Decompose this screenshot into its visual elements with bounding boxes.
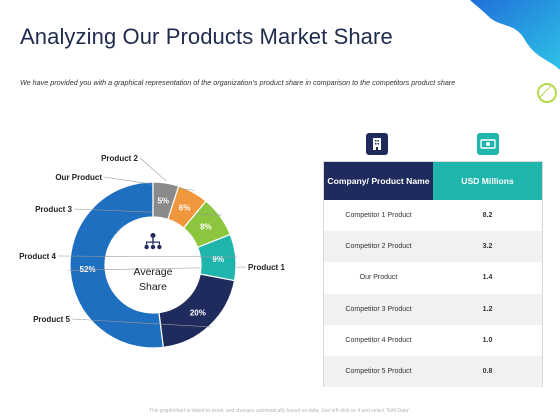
donut-center-label: Average Share: [113, 265, 193, 295]
donut-category-label: Product 1: [248, 263, 285, 272]
cell-product-name: Competitor 3 Product: [345, 305, 412, 313]
table-row: Competitor 5 Product 0.8: [324, 355, 542, 388]
header-usd-millions: USD Millions: [433, 162, 542, 200]
table-body: Competitor 1 Product 8.2 Competitor 2 Prod…: [324, 200, 542, 388]
cell-usd-value: 0.8: [482, 368, 493, 376]
donut-category-label: Product 4: [19, 252, 56, 261]
table-row: Competitor 1 Product 8.2: [324, 200, 542, 231]
donut-chart: 52% Product 1 20% Product 5 9% Product 4 8% Pro…: [19, 154, 285, 349]
donut-category-label: Product 2: [101, 154, 138, 163]
cell-product-name: Competitor 2 Product: [345, 243, 412, 251]
center-label-line-1: Average: [133, 266, 173, 278]
donut-category-label: Product 5: [33, 315, 70, 324]
money-icon: [477, 133, 499, 155]
center-label-line-2: Share: [138, 281, 168, 293]
footer-note: This graph/chart is linked to excel, and…: [148, 408, 412, 414]
page-subtitle: We have provided you with a graphical re…: [20, 78, 456, 87]
donut-category-label: Product 3: [35, 205, 72, 214]
cell-usd-value: 8.2: [482, 212, 493, 220]
cell-product-name: Competitor 5 Product: [345, 368, 412, 376]
donut-slice-product-1: [69, 181, 165, 349]
table-header: Company/ Product Name USD Millions: [324, 162, 542, 200]
cell-product-name: Our Product: [359, 274, 398, 282]
donut-value-label: 52%: [80, 265, 96, 274]
leader-line: [71, 318, 212, 328]
leader-line: [57, 255, 238, 258]
donut-category-label: Our Product: [55, 173, 102, 182]
header-company: Company/ Product Name: [324, 162, 433, 200]
cell-product-name: Competitor 1 Product: [345, 212, 412, 220]
leader-line: [103, 176, 194, 191]
market-share-table: Company/ Product Name USD Millions Compe…: [323, 161, 543, 388]
table-row: Competitor 3 Product 1.2: [324, 293, 542, 325]
building-icon: [366, 133, 388, 155]
cell-usd-value: 3.2: [482, 243, 493, 251]
donut-value-label: 8%: [200, 223, 212, 232]
table-row: Competitor 4 Product 1.0: [324, 325, 542, 356]
cell-product-name: Competitor 4 Product: [345, 336, 412, 344]
leader-line: [139, 157, 167, 182]
cell-usd-value: 1.2: [482, 305, 493, 313]
table-row: Our Product 1.4: [324, 262, 542, 293]
corner-decoration: [470, 0, 560, 70]
donut-value-label: 6%: [179, 204, 191, 213]
donut-slice-product-2: [152, 181, 180, 221]
donut-value-label: 9%: [212, 255, 224, 264]
cell-usd-value: 1.4: [482, 274, 493, 282]
donut-value-label: 5%: [157, 196, 169, 205]
donut-value-label: 20%: [190, 309, 206, 318]
ring-decoration: [537, 83, 557, 103]
page-title: Analyzing Our Products Market Share: [20, 24, 393, 49]
table-row: Competitor 2 Product 3.2: [324, 231, 542, 263]
hierarchy-icon: [144, 233, 162, 250]
cell-usd-value: 1.0: [482, 336, 493, 344]
leader-line: [73, 208, 222, 216]
